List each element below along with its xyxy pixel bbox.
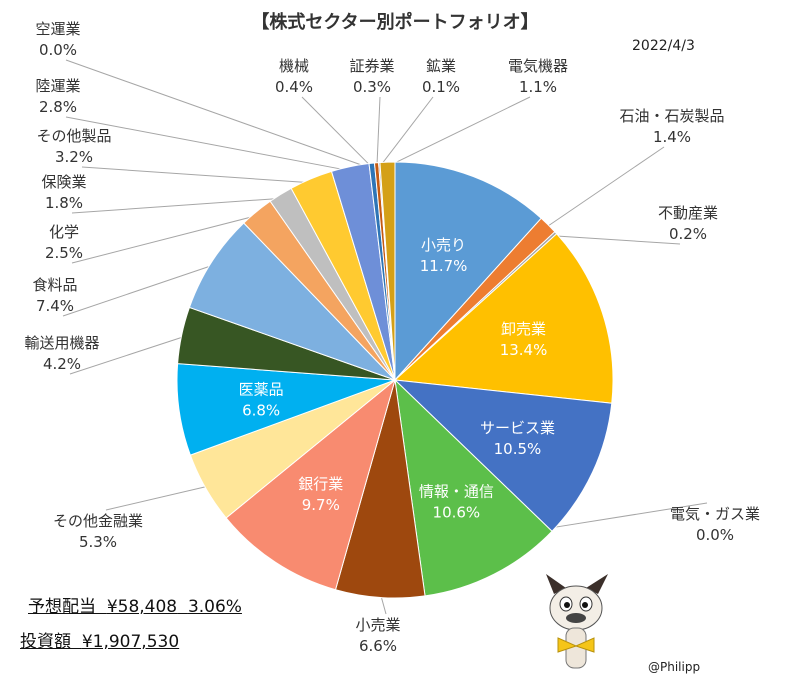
pie-slice bbox=[188, 222, 396, 381]
slice-label-name: 電気機器 bbox=[508, 57, 568, 75]
slice-label-name: 情報・通信 bbox=[419, 482, 494, 500]
slice-label-name: 卸売業 bbox=[501, 320, 546, 338]
leader-line bbox=[71, 214, 260, 264]
leader-line bbox=[552, 235, 681, 245]
leader-line bbox=[81, 166, 313, 184]
leader-line bbox=[376, 96, 381, 168]
leader-line bbox=[548, 502, 708, 529]
dividend-summary: 予想配当 ¥58,408 3.06% bbox=[28, 592, 242, 617]
slice-label-name: 医薬品 bbox=[239, 381, 284, 399]
slice-label-value: 0.4% bbox=[275, 78, 313, 96]
slice-label-name: その他金融業 bbox=[53, 512, 143, 530]
leader-line bbox=[62, 263, 216, 317]
leader-line bbox=[387, 96, 531, 167]
pie-slice bbox=[393, 233, 614, 404]
slice-labels: 小売り 11.7% 石油・石炭製品 1.4% 不動産業 0.2% 卸売業 13.4% サービス業… bbox=[24, 20, 760, 655]
slice-label-value: 0.1% bbox=[422, 78, 460, 96]
slice-label-name: 電気・ガス業 bbox=[670, 505, 760, 523]
cat-mascot-image bbox=[546, 574, 608, 669]
leader-line bbox=[65, 116, 352, 172]
credit-text: @Philipp bbox=[648, 660, 701, 674]
slice-label-value: 1.4% bbox=[653, 128, 691, 146]
slice-label-name: 銀行業 bbox=[298, 475, 343, 493]
investment-label: 投資額 bbox=[20, 632, 71, 652]
pie-slice bbox=[394, 161, 542, 382]
slice-label-value: 2.8% bbox=[39, 98, 77, 116]
slice-label-value: 9.7% bbox=[302, 496, 340, 514]
slice-label-value: 13.4% bbox=[500, 341, 548, 359]
leader-line bbox=[301, 96, 373, 168]
dividend-amount: ¥58,408 bbox=[106, 597, 178, 617]
slice-label-value: 6.6% bbox=[359, 637, 397, 655]
leader-line bbox=[65, 59, 370, 169]
slice-label-name: その他製品 bbox=[36, 127, 111, 145]
slice-label-name: 陸運業 bbox=[35, 77, 80, 95]
investment-summary: 投資額 ¥1,907,530 bbox=[20, 627, 179, 652]
slice-label-value: 6.8% bbox=[242, 402, 280, 420]
slice-label-name: 食料品 bbox=[32, 276, 77, 294]
slice-label-name: 輸送用機器 bbox=[24, 334, 99, 352]
slice-label-name: 機械 bbox=[279, 57, 309, 75]
slice-label-name: 石油・石炭製品 bbox=[619, 107, 724, 125]
slice-label-name: 小売り bbox=[421, 236, 466, 254]
slice-label-name: 不動産業 bbox=[658, 204, 718, 222]
slice-label-name: 保険業 bbox=[41, 173, 86, 191]
slice-label-value: 0.0% bbox=[696, 526, 734, 544]
slice-label-value: 0.2% bbox=[669, 225, 707, 243]
leader-line bbox=[544, 146, 665, 229]
slice-label-value: 5.3% bbox=[79, 533, 117, 551]
slice-label-value: 1.1% bbox=[519, 78, 557, 96]
chart-title: 【株式セクター別ポートフォリオ】 bbox=[251, 12, 539, 33]
slice-label-name: 空運業 bbox=[35, 20, 80, 38]
leader-line bbox=[379, 96, 434, 168]
leader-line bbox=[71, 197, 283, 214]
slice-label-name: 化学 bbox=[49, 223, 79, 241]
slice-label-value: 0.0% bbox=[39, 41, 77, 59]
slice-label-value: 4.2% bbox=[43, 355, 81, 373]
slice-label-value: 0.3% bbox=[353, 78, 391, 96]
investment-amount: ¥1,907,530 bbox=[81, 632, 180, 652]
leader-line bbox=[69, 335, 187, 375]
leader-lines bbox=[62, 59, 708, 615]
pie-slices bbox=[176, 161, 614, 599]
slice-label-value: 2.5% bbox=[45, 244, 83, 262]
pie-slice bbox=[225, 378, 396, 591]
slice-label-value: 7.4% bbox=[36, 297, 74, 315]
slice-label-value: 11.7% bbox=[420, 257, 468, 275]
slice-label-name: 小売業 bbox=[355, 616, 400, 634]
leader-line bbox=[105, 485, 210, 511]
slice-label-value: 3.2% bbox=[55, 148, 93, 166]
slice-label-name: サービス業 bbox=[480, 419, 555, 437]
slice-label-value: 10.5% bbox=[494, 440, 542, 458]
pie-slice bbox=[393, 379, 613, 532]
slice-label-value: 1.8% bbox=[45, 194, 83, 212]
chart-date: 2022/4/3 bbox=[632, 38, 695, 54]
dividend-yield: 3.06% bbox=[187, 597, 242, 617]
slice-label-value: 10.6% bbox=[433, 503, 481, 521]
dividend-label: 予想配当 bbox=[28, 597, 96, 617]
pie-slice bbox=[379, 161, 396, 381]
slice-label-name: 鉱業 bbox=[426, 57, 456, 75]
pie-slice bbox=[394, 378, 553, 597]
slice-label-name: 証券業 bbox=[349, 57, 394, 75]
